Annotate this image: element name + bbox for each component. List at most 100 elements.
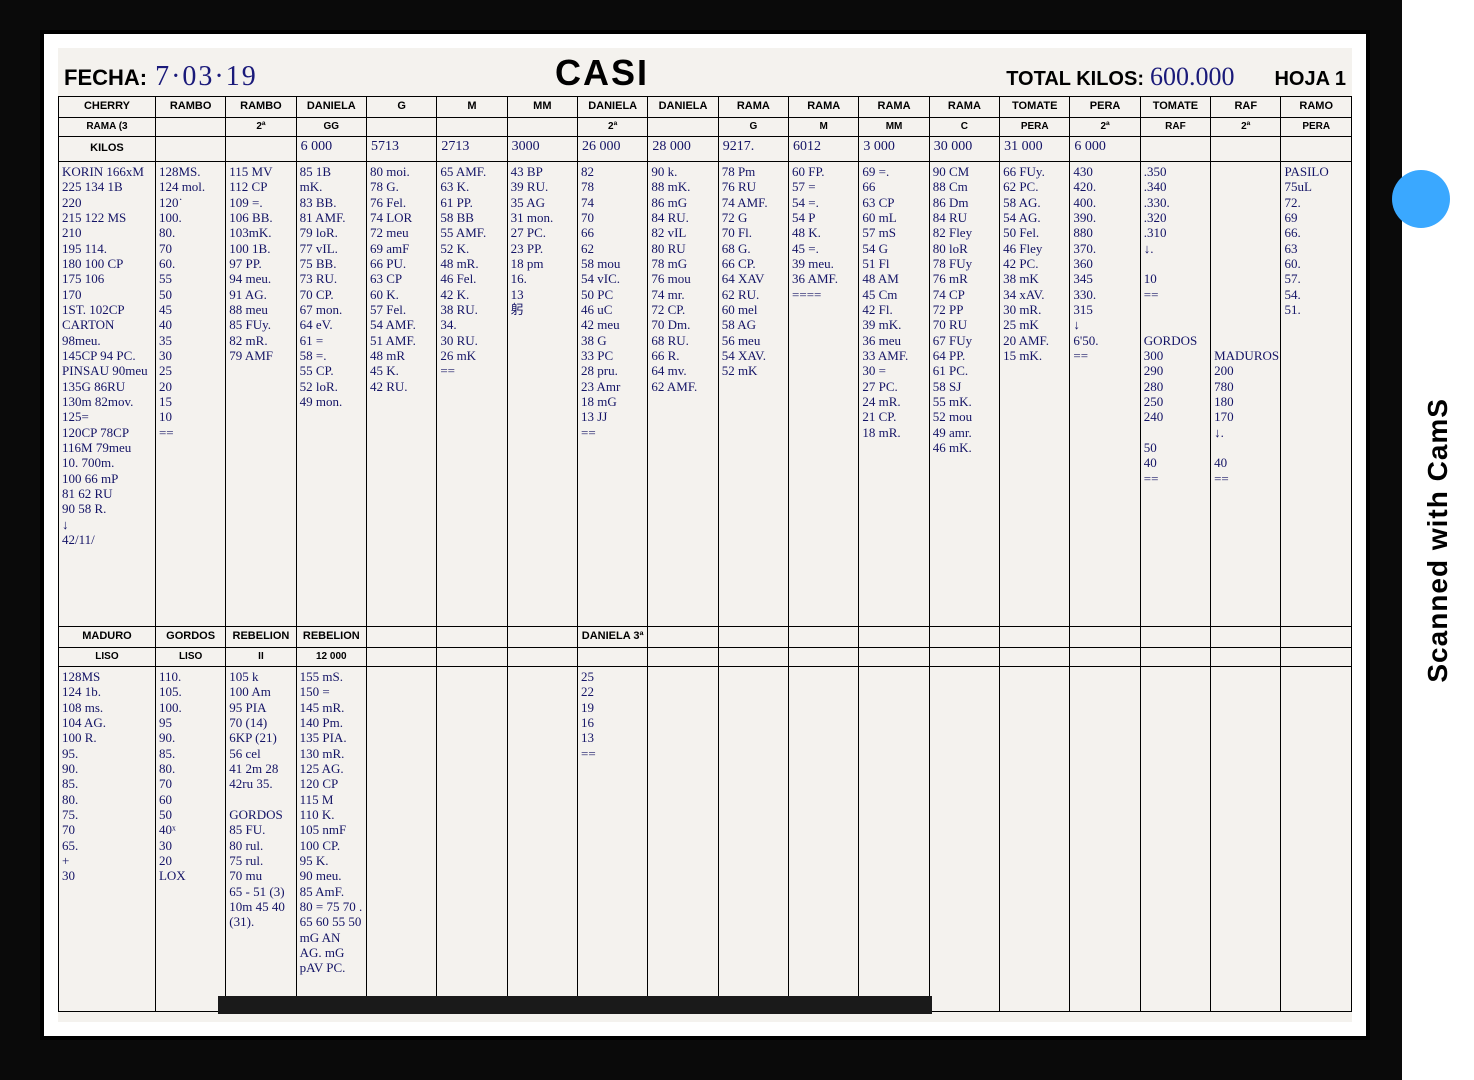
- col-header: TOMATE: [1000, 97, 1070, 118]
- data-cell-lower: [1070, 667, 1140, 1012]
- col-subheader: [155, 118, 225, 137]
- col-header: RAMA: [718, 97, 788, 118]
- kilos-cell: 3000: [507, 137, 577, 162]
- mid-subheader: II: [226, 648, 296, 667]
- col-subheader: M: [789, 118, 859, 137]
- kilos-cell: [1211, 137, 1281, 162]
- col-header: DANIELA: [648, 97, 718, 118]
- mid-subheader: [859, 648, 929, 667]
- data-cell: 128MS. 124 mol. 120˙ 100. 80. 70 60. 55 …: [155, 162, 225, 627]
- total-kilos-value: 600.000: [1150, 62, 1235, 92]
- mid-header: [929, 627, 999, 648]
- col-subheader: C: [929, 118, 999, 137]
- kilos-cell: [1281, 137, 1352, 162]
- kilos-cell: 31 000: [1000, 137, 1070, 162]
- app-badge-icon: [1392, 170, 1450, 228]
- data-cell: 78 Pm 76 RU 74 AMF. 72 G 70 Fl. 68 G. 66…: [718, 162, 788, 627]
- data-cell: 430 420. 400. 390. 880 370. 360 345 330.…: [1070, 162, 1140, 627]
- scanner-watermark: Scanned with CamS: [1422, 398, 1454, 683]
- data-cell: 69 =. 66 63 CP 60 mL 57 mS 54 G 51 Fl 48…: [859, 162, 929, 627]
- hoja-number: HOJA 1: [1274, 68, 1346, 91]
- data-cell: 43 BP 39 RU. 35 AG 31 mon. 27 PC. 23 PP.…: [507, 162, 577, 627]
- data-cell: KORIN 166xM 225 134 1B 220 215 122 MS 21…: [59, 162, 156, 627]
- data-cell-lower: 110. 105. 100. 95 90. 85. 80. 70 60 50 4…: [155, 667, 225, 1012]
- kilos-cell: 3 000: [859, 137, 929, 162]
- col-subheader: MM: [859, 118, 929, 137]
- mid-header-row: MADUROGORDOSREBELIONREBELIONDANIELA 3ª: [59, 627, 1352, 648]
- data-cell-lower: [789, 667, 859, 1012]
- kilos-cell: [226, 137, 296, 162]
- mid-subheader: [789, 648, 859, 667]
- data-cell: .350 .340 .330. .320 .310 ↓. 10 == GORDO…: [1140, 162, 1210, 627]
- mid-header: REBELION: [226, 627, 296, 648]
- col-header: RAMO: [1281, 97, 1352, 118]
- data-cell-lower: 105 k 100 Am 95 PIA 70 (14) 6KP (21) 56 …: [226, 667, 296, 1012]
- data-cell-lower: [437, 667, 507, 1012]
- mid-header: [1070, 627, 1140, 648]
- data-cell-lower: 128MS 124 1b. 108 ms. 104 AG. 100 R. 95.…: [59, 667, 156, 1012]
- data-cell-lower: 155 mS. 150 = 145 mR. 140 Pm. 135 PIA. 1…: [296, 667, 366, 1012]
- fecha-label: FECHA:: [64, 65, 147, 91]
- mid-header: DANIELA 3ª: [578, 627, 648, 648]
- header-row-2: RAMA (32ªGG2ªGMMMCPERA2ªRAF2ªPERA: [59, 118, 1352, 137]
- kilos-cell: 5713: [366, 137, 436, 162]
- mid-header: [1140, 627, 1210, 648]
- mid-header: GORDOS: [155, 627, 225, 648]
- scanned-page: FECHA: 7·03·19 CASI TOTAL KILOS: 600.000…: [40, 30, 1370, 1040]
- kilos-cell: 6 000: [1070, 137, 1140, 162]
- data-cell: MADUROS 200 780 180 170 ↓. 40 ==: [1211, 162, 1281, 627]
- col-subheader: GG: [296, 118, 366, 137]
- data-cell: 115 MV 112 CP 109 =. 106 BB. 103mK. 100 …: [226, 162, 296, 627]
- col-header: RAMBO: [155, 97, 225, 118]
- form-header: FECHA: 7·03·19 CASI TOTAL KILOS: 600.000…: [58, 48, 1352, 96]
- mid-header: [718, 627, 788, 648]
- col-subheader: PERA: [1281, 118, 1352, 137]
- kilos-cell: 2713: [437, 137, 507, 162]
- mid-header: [789, 627, 859, 648]
- data-cell: 80 moi. 78 G. 76 Fel. 74 LOR 72 meu 69 a…: [366, 162, 436, 627]
- col-subheader: [507, 118, 577, 137]
- data-cell: PASILO 75uL 72. 69 66. 63 60. 57. 54. 51…: [1281, 162, 1352, 627]
- col-subheader: 2ª: [226, 118, 296, 137]
- mid-subheader: [507, 648, 577, 667]
- mid-sub-row: LISOLISOII12 000: [59, 648, 1352, 667]
- mid-header: [437, 627, 507, 648]
- data-cell: 90 CM 88 Cm 86 Dm 84 RU 82 Fley 80 loR 7…: [929, 162, 999, 627]
- kilos-cell: [155, 137, 225, 162]
- col-header: RAF: [1211, 97, 1281, 118]
- data-cell: 90 k. 88 mK. 86 mG 84 RU. 82 vIL 80 RU 7…: [648, 162, 718, 627]
- col-header: DANIELA: [296, 97, 366, 118]
- mid-subheader: [578, 648, 648, 667]
- mid-header: [507, 627, 577, 648]
- kilos-cell: [1140, 137, 1210, 162]
- col-header: DANIELA: [578, 97, 648, 118]
- data-cell-lower: [507, 667, 577, 1012]
- mid-subheader: [1000, 648, 1070, 667]
- mid-subheader: LISO: [59, 648, 156, 667]
- mid-subheader: LISO: [155, 648, 225, 667]
- data-cell-lower: [648, 667, 718, 1012]
- data-cell: 65 AMF. 63 K. 61 PP. 58 BB 55 AMF. 52 K.…: [437, 162, 507, 627]
- col-subheader: RAF: [1140, 118, 1210, 137]
- mid-subheader: [1211, 648, 1281, 667]
- data-cell: 85 1B mK. 83 BB. 81 AMF. 79 loR. 77 vIL.…: [296, 162, 366, 627]
- data-cell-lower: [929, 667, 999, 1012]
- kilos-cell: 6012: [789, 137, 859, 162]
- col-subheader: 2ª: [1070, 118, 1140, 137]
- scanner-app-edge: Scanned with CamS: [1402, 0, 1474, 1080]
- col-subheader: PERA: [1000, 118, 1070, 137]
- col-subheader: [366, 118, 436, 137]
- data-cell-lower: [366, 667, 436, 1012]
- mid-header: [859, 627, 929, 648]
- col-subheader: G: [718, 118, 788, 137]
- data-cell-lower: [859, 667, 929, 1012]
- col-header: RAMA: [789, 97, 859, 118]
- mid-subheader: [929, 648, 999, 667]
- mid-header: REBELION: [296, 627, 366, 648]
- data-row-upper: KORIN 166xM 225 134 1B 220 215 122 MS 21…: [59, 162, 1352, 627]
- kilos-cell: 26 000: [578, 137, 648, 162]
- form-title: CASI: [228, 52, 976, 94]
- mid-subheader: [718, 648, 788, 667]
- col-header: RAMBO: [226, 97, 296, 118]
- data-cell-lower: [1140, 667, 1210, 1012]
